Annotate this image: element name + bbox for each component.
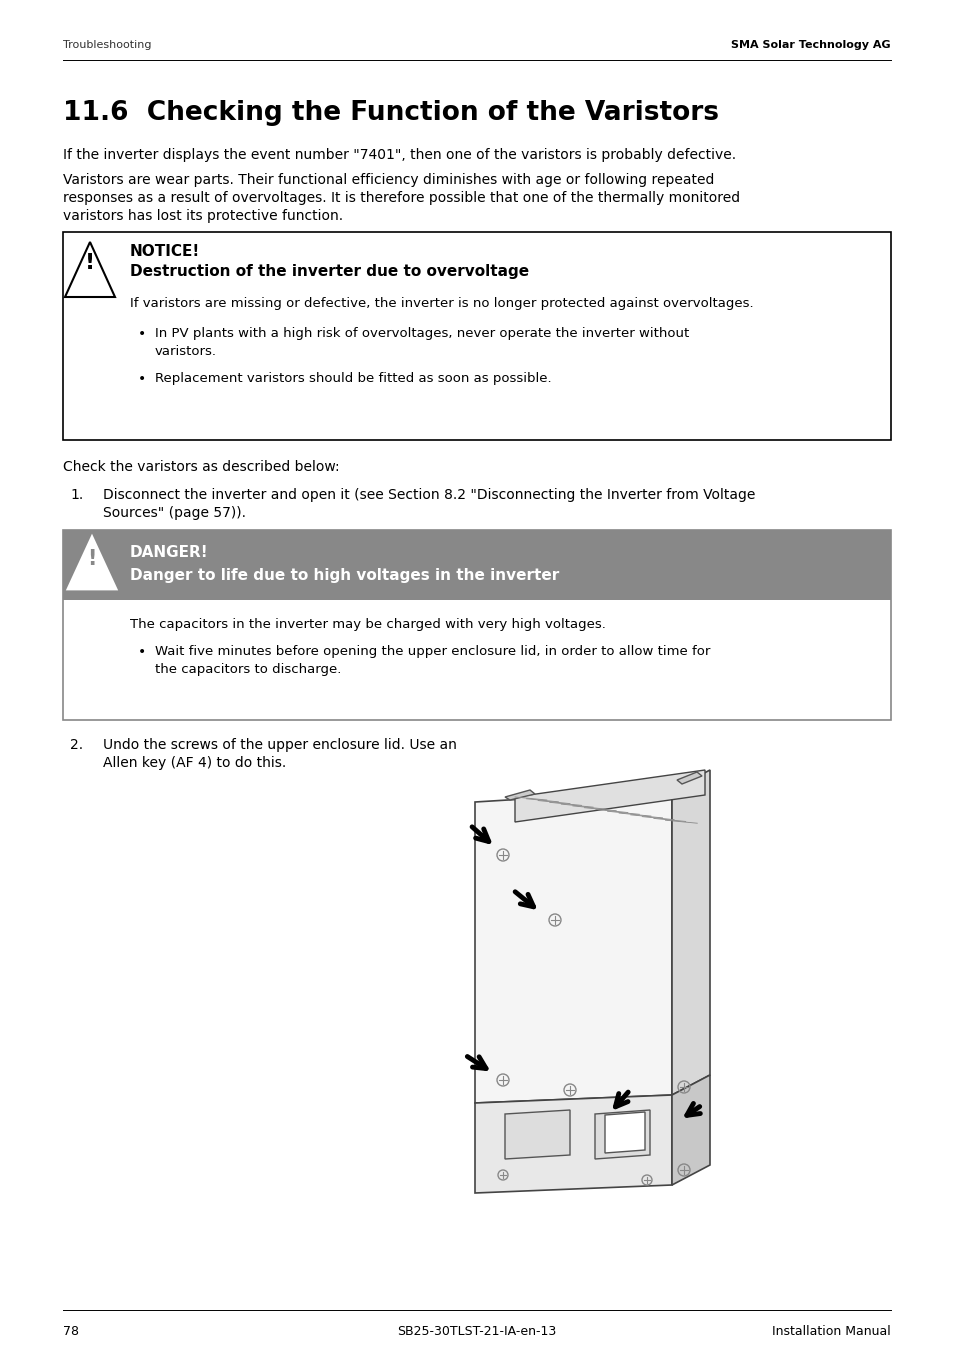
Polygon shape <box>475 1095 671 1192</box>
Text: the capacitors to discharge.: the capacitors to discharge. <box>154 662 341 676</box>
FancyBboxPatch shape <box>63 233 890 439</box>
Polygon shape <box>504 1110 569 1159</box>
Text: 11.6  Checking the Function of the Varistors: 11.6 Checking the Function of the Varist… <box>63 100 719 126</box>
Text: If varistors are missing or defective, the inverter is no longer protected again: If varistors are missing or defective, t… <box>130 297 753 310</box>
Polygon shape <box>68 537 116 589</box>
Polygon shape <box>515 771 704 822</box>
Text: Sources" (page 57)).: Sources" (page 57)). <box>103 506 246 521</box>
Text: Disconnect the inverter and open it (see Section 8.2 "Disconnecting the Inverter: Disconnect the inverter and open it (see… <box>103 488 755 502</box>
Polygon shape <box>604 1111 644 1153</box>
Polygon shape <box>671 1075 709 1184</box>
Text: Undo the screws of the upper enclosure lid. Use an: Undo the screws of the upper enclosure l… <box>103 738 456 752</box>
Polygon shape <box>671 771 709 1095</box>
Text: Destruction of the inverter due to overvoltage: Destruction of the inverter due to overv… <box>130 264 529 279</box>
Text: Wait five minutes before opening the upper enclosure lid, in order to allow time: Wait five minutes before opening the upp… <box>154 645 710 658</box>
Polygon shape <box>475 790 671 1103</box>
Text: Varistors are wear parts. Their functional efficiency diminishes with age or fol: Varistors are wear parts. Their function… <box>63 173 714 187</box>
Text: varistors has lost its protective function.: varistors has lost its protective functi… <box>63 210 343 223</box>
Polygon shape <box>65 242 115 297</box>
Text: •: • <box>138 645 146 658</box>
Text: responses as a result of overvoltages. It is therefore possible that one of the : responses as a result of overvoltages. I… <box>63 191 740 206</box>
Text: In PV plants with a high risk of overvoltages, never operate the inverter withou: In PV plants with a high risk of overvol… <box>154 327 688 339</box>
Text: Danger to life due to high voltages in the inverter: Danger to life due to high voltages in t… <box>130 568 558 583</box>
Text: SB25-30TLST-21-IA-en-13: SB25-30TLST-21-IA-en-13 <box>397 1325 556 1338</box>
Text: The capacitors in the inverter may be charged with very high voltages.: The capacitors in the inverter may be ch… <box>130 618 605 631</box>
Text: If the inverter displays the event number "7401", then one of the varistors is p: If the inverter displays the event numbe… <box>63 147 736 162</box>
Text: DANGER!: DANGER! <box>130 545 209 560</box>
FancyBboxPatch shape <box>63 530 890 600</box>
Polygon shape <box>595 1110 649 1159</box>
Text: varistors.: varistors. <box>154 345 216 358</box>
Text: !: ! <box>85 253 95 273</box>
Text: Allen key (AF 4) to do this.: Allen key (AF 4) to do this. <box>103 756 286 771</box>
Text: 2.: 2. <box>70 738 83 752</box>
Text: SMA Solar Technology AG: SMA Solar Technology AG <box>731 41 890 50</box>
Text: !: ! <box>88 549 96 569</box>
Text: •: • <box>138 327 146 341</box>
Text: Installation Manual: Installation Manual <box>771 1325 890 1338</box>
Text: 1.: 1. <box>70 488 83 502</box>
Text: Check the varistors as described below:: Check the varistors as described below: <box>63 460 339 475</box>
Text: Replacement varistors should be fitted as soon as possible.: Replacement varistors should be fitted a… <box>154 372 551 385</box>
Text: NOTICE!: NOTICE! <box>130 243 200 260</box>
Polygon shape <box>504 790 535 800</box>
Text: 78: 78 <box>63 1325 79 1338</box>
Polygon shape <box>677 772 701 784</box>
Text: •: • <box>138 372 146 387</box>
FancyBboxPatch shape <box>63 530 890 721</box>
Text: Troubleshooting: Troubleshooting <box>63 41 152 50</box>
